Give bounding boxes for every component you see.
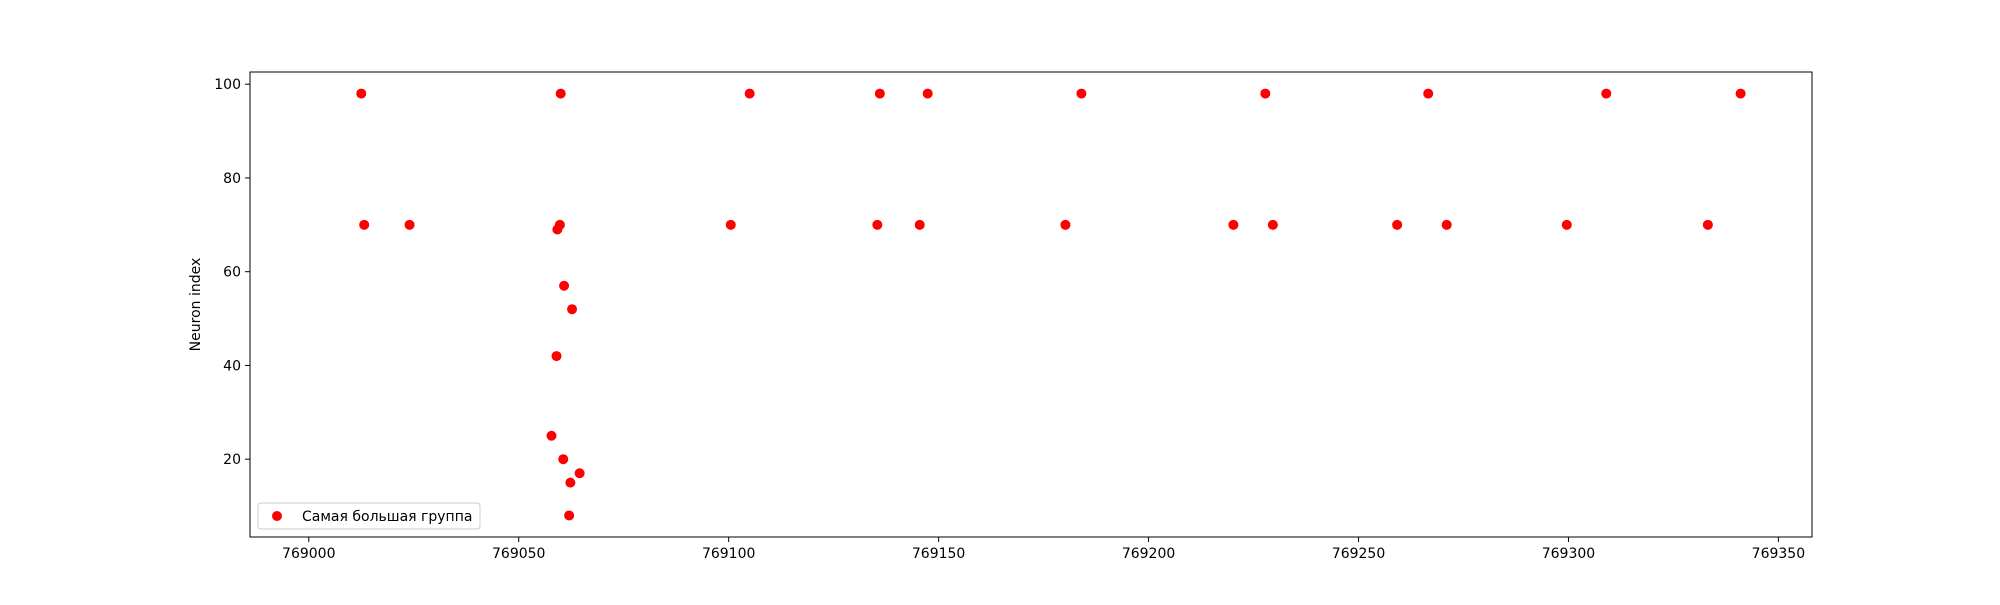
x-tick-label: 769200 — [1122, 546, 1175, 562]
legend-label: Самая большая группа — [302, 509, 472, 525]
y-tick-label: 80 — [223, 171, 241, 187]
x-tick-label: 769100 — [702, 546, 755, 562]
y-tick-label: 60 — [223, 265, 241, 281]
data-point — [567, 304, 578, 315]
data-point — [1228, 219, 1239, 230]
x-tick-label: 769000 — [282, 546, 335, 562]
data-point — [1060, 219, 1071, 230]
data-point — [1735, 88, 1746, 99]
data-point — [1441, 219, 1452, 230]
data-point — [1601, 88, 1612, 99]
data-point — [359, 219, 370, 230]
data-point — [356, 88, 367, 99]
data-points — [356, 88, 1746, 521]
data-point — [551, 351, 562, 362]
x-tick-label: 769350 — [1752, 546, 1805, 562]
x-axis: 769000 769050 769100 769150 769200 769250 7693… — [282, 537, 1805, 562]
data-point — [874, 88, 885, 99]
data-point — [558, 454, 569, 465]
data-point — [1392, 219, 1403, 230]
y-tick-label: 40 — [223, 358, 241, 374]
x-tick-label: 769300 — [1542, 546, 1595, 562]
data-point — [744, 88, 755, 99]
data-point — [555, 88, 566, 99]
data-point — [1423, 88, 1434, 99]
data-point — [565, 477, 576, 488]
legend-marker — [272, 511, 282, 521]
data-point — [554, 219, 565, 230]
plot-area-frame — [249, 71, 1813, 538]
y-axis: 20 40 60 80 100 — [214, 77, 250, 468]
data-point — [404, 219, 415, 230]
data-point — [914, 219, 925, 230]
data-point — [1267, 219, 1278, 230]
data-point — [1076, 88, 1087, 99]
y-tick-label: 100 — [214, 77, 241, 93]
data-point — [872, 219, 883, 230]
y-axis-label: Neuron index — [188, 258, 204, 352]
data-point — [564, 510, 575, 521]
data-point — [559, 280, 570, 291]
data-point — [574, 468, 585, 479]
x-tick-label: 769250 — [1332, 546, 1385, 562]
data-point — [1260, 88, 1271, 99]
data-point — [546, 430, 557, 441]
data-point — [1702, 219, 1713, 230]
legend-box — [257, 502, 481, 530]
y-tick-label: 20 — [223, 452, 241, 468]
data-point — [725, 219, 736, 230]
data-point — [922, 88, 933, 99]
data-point — [1561, 219, 1572, 230]
legend: Самая большая группа — [257, 502, 481, 530]
x-tick-label: 769150 — [912, 546, 965, 562]
x-tick-label: 769050 — [492, 546, 545, 562]
